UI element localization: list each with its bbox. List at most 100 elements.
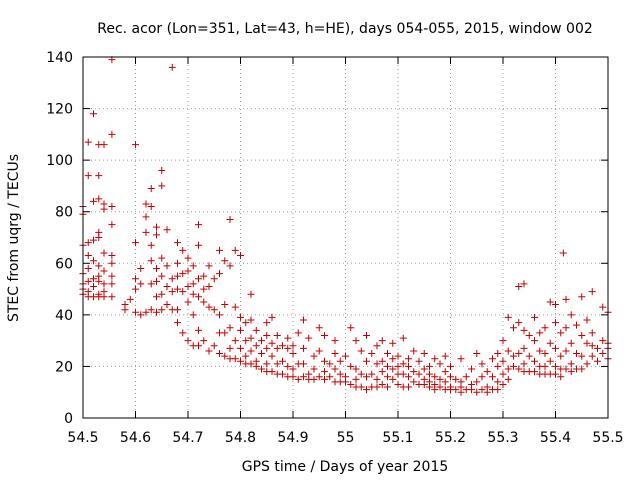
data-point	[237, 326, 244, 334]
data-point	[531, 337, 538, 345]
data-point	[195, 241, 202, 249]
data-point	[384, 350, 391, 358]
data-point	[142, 213, 150, 221]
data-point	[210, 306, 218, 314]
data-point	[420, 380, 428, 388]
data-point	[90, 236, 97, 244]
data-point	[536, 329, 544, 337]
data-point	[567, 368, 575, 376]
data-point	[90, 282, 97, 290]
data-point	[321, 331, 328, 339]
data-point	[300, 373, 307, 381]
data-point	[237, 357, 244, 365]
data-point	[268, 339, 276, 347]
data-point	[284, 344, 292, 352]
data-point	[431, 386, 439, 394]
data-point	[300, 316, 307, 324]
data-point	[174, 285, 181, 293]
data-point	[578, 365, 586, 373]
data-point	[378, 380, 386, 388]
data-point	[510, 352, 517, 360]
data-point	[153, 308, 160, 316]
x-axis-label: GPS time / Days of year 2015	[242, 459, 449, 475]
data-point	[457, 355, 465, 363]
data-point	[216, 246, 223, 254]
data-point	[174, 306, 181, 314]
data-point	[100, 205, 108, 213]
data-point	[142, 308, 150, 316]
data-point	[184, 337, 192, 345]
data-point	[552, 344, 559, 352]
data-point	[552, 319, 559, 327]
data-point	[90, 257, 97, 265]
data-point	[384, 373, 391, 381]
data-point	[473, 388, 481, 396]
data-point	[168, 288, 176, 296]
data-point	[168, 275, 176, 283]
data-point	[452, 386, 460, 394]
data-point	[132, 275, 139, 283]
data-point	[237, 252, 244, 260]
data-point	[399, 370, 407, 378]
y-tick-label: 100	[46, 153, 73, 169]
data-point	[158, 182, 166, 190]
data-point	[247, 316, 255, 324]
data-point	[326, 360, 334, 368]
data-point	[90, 110, 97, 118]
data-point	[531, 313, 538, 321]
data-point	[195, 275, 202, 283]
data-point	[378, 337, 386, 345]
data-point	[578, 331, 586, 339]
data-point	[352, 337, 360, 345]
data-point	[394, 362, 402, 370]
data-point	[525, 352, 533, 360]
data-point	[95, 172, 103, 180]
data-point	[158, 290, 166, 298]
data-point	[237, 344, 244, 352]
data-point	[588, 288, 596, 296]
data-point	[389, 355, 397, 363]
data-point	[121, 306, 129, 314]
data-point	[90, 197, 97, 205]
data-point	[342, 378, 349, 386]
data-point	[305, 334, 313, 342]
y-tick-label: 40	[55, 308, 73, 324]
data-point	[137, 264, 145, 272]
axis-ticks	[82, 56, 609, 419]
data-point	[552, 370, 559, 378]
data-point	[147, 203, 155, 211]
data-point	[368, 370, 376, 378]
data-point	[483, 388, 491, 396]
chart-title: Rec. acor (Lon=351, Lat=43, h=HE), days …	[97, 21, 593, 37]
data-point	[100, 267, 108, 275]
data-point	[504, 375, 512, 383]
data-point	[494, 362, 502, 370]
data-point	[489, 373, 496, 381]
data-point	[331, 365, 339, 373]
data-point	[294, 375, 302, 383]
y-tick-label: 140	[46, 50, 73, 66]
data-point	[242, 352, 250, 360]
data-point	[153, 231, 160, 239]
data-point	[363, 357, 370, 365]
data-point	[541, 350, 549, 358]
data-point	[90, 275, 97, 283]
data-point	[347, 380, 355, 388]
data-point	[84, 277, 92, 285]
data-point	[174, 239, 181, 247]
data-point	[373, 375, 381, 383]
data-point	[342, 352, 349, 360]
data-point	[108, 252, 116, 260]
data-point	[557, 373, 565, 381]
data-point	[531, 357, 538, 365]
data-point	[378, 357, 386, 365]
data-point	[100, 293, 108, 301]
data-point	[210, 275, 218, 283]
data-point	[279, 357, 286, 365]
data-point	[504, 347, 512, 355]
data-point	[520, 280, 528, 288]
x-tick-label: 55.3	[487, 430, 518, 446]
data-point	[599, 303, 607, 311]
data-point	[273, 331, 281, 339]
